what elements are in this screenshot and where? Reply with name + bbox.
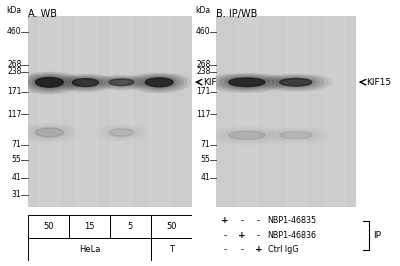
Ellipse shape: [100, 77, 143, 88]
Ellipse shape: [66, 77, 105, 89]
Text: KIF15: KIF15: [204, 78, 229, 87]
Ellipse shape: [145, 78, 173, 87]
Text: 31: 31: [12, 190, 22, 199]
Ellipse shape: [220, 76, 274, 89]
Ellipse shape: [135, 75, 184, 90]
Text: -: -: [257, 231, 260, 240]
Text: 55: 55: [12, 155, 22, 164]
Ellipse shape: [280, 78, 312, 86]
Text: Ctrl IgG: Ctrl IgG: [268, 245, 298, 254]
Ellipse shape: [35, 77, 63, 87]
Text: HeLa: HeLa: [79, 245, 100, 254]
Ellipse shape: [206, 73, 288, 93]
Text: 460: 460: [196, 27, 210, 36]
Text: 268: 268: [196, 60, 210, 69]
Text: kDa: kDa: [6, 6, 22, 15]
Text: 460: 460: [7, 27, 22, 36]
Ellipse shape: [35, 77, 63, 87]
Ellipse shape: [268, 76, 324, 89]
Bar: [148, 16, 171, 207]
Bar: [74, 16, 97, 207]
Ellipse shape: [56, 74, 115, 92]
Text: NBP1-46835: NBP1-46835: [268, 216, 317, 225]
Ellipse shape: [128, 73, 190, 93]
Ellipse shape: [103, 77, 140, 87]
Bar: [151, 238, 192, 261]
Text: B. IP/WB: B. IP/WB: [216, 9, 257, 19]
Ellipse shape: [145, 78, 173, 87]
Bar: [28, 215, 69, 238]
Ellipse shape: [272, 77, 320, 88]
Bar: [325, 16, 345, 207]
Ellipse shape: [229, 78, 265, 86]
Ellipse shape: [72, 79, 98, 86]
Text: -: -: [240, 216, 243, 225]
Text: 55: 55: [201, 155, 210, 164]
Text: 171: 171: [7, 87, 22, 96]
Text: IP: IP: [373, 231, 381, 240]
Ellipse shape: [142, 77, 177, 88]
Bar: [151, 215, 192, 238]
Text: 50: 50: [43, 222, 54, 231]
Ellipse shape: [229, 131, 265, 139]
Bar: [110, 215, 151, 238]
Ellipse shape: [131, 74, 187, 92]
Ellipse shape: [109, 79, 134, 86]
Text: NBP1-46836: NBP1-46836: [268, 231, 316, 240]
Text: 238: 238: [7, 67, 22, 76]
Bar: [69, 215, 110, 238]
Ellipse shape: [224, 77, 270, 88]
Text: -: -: [240, 245, 243, 254]
Ellipse shape: [22, 73, 77, 93]
Ellipse shape: [280, 132, 312, 139]
Text: -: -: [224, 231, 227, 240]
Text: 50: 50: [166, 222, 177, 231]
Text: 238: 238: [196, 67, 210, 76]
Text: 171: 171: [196, 87, 210, 96]
Bar: [286, 16, 306, 207]
Ellipse shape: [215, 75, 279, 90]
Text: +: +: [221, 216, 229, 225]
Text: 41: 41: [201, 173, 210, 182]
Ellipse shape: [62, 76, 108, 90]
Ellipse shape: [109, 79, 134, 86]
Ellipse shape: [18, 72, 81, 94]
Bar: [28, 238, 151, 261]
Ellipse shape: [109, 129, 134, 136]
Ellipse shape: [138, 76, 180, 89]
Ellipse shape: [25, 74, 74, 91]
Ellipse shape: [276, 78, 316, 87]
Text: 5: 5: [128, 222, 133, 231]
Text: A. WB: A. WB: [28, 9, 57, 19]
Text: 268: 268: [7, 60, 22, 69]
Ellipse shape: [229, 78, 265, 86]
Ellipse shape: [69, 78, 102, 88]
Text: -: -: [224, 245, 227, 254]
Text: -: -: [257, 216, 260, 225]
Text: T: T: [169, 245, 174, 254]
Text: KIF15: KIF15: [366, 78, 391, 87]
Bar: [38, 16, 61, 207]
Text: 15: 15: [84, 222, 95, 231]
Bar: [237, 16, 257, 207]
Ellipse shape: [280, 78, 312, 86]
Ellipse shape: [59, 75, 112, 91]
Bar: [110, 16, 133, 207]
Ellipse shape: [106, 78, 137, 86]
Ellipse shape: [28, 75, 70, 90]
Text: +: +: [238, 231, 246, 240]
Text: 71: 71: [12, 140, 22, 149]
Ellipse shape: [210, 74, 283, 91]
Ellipse shape: [35, 128, 63, 137]
Text: kDa: kDa: [195, 6, 210, 15]
Text: +: +: [254, 245, 262, 254]
Ellipse shape: [264, 75, 328, 90]
Ellipse shape: [72, 79, 98, 86]
Text: 41: 41: [12, 173, 22, 182]
Text: 71: 71: [201, 140, 210, 149]
Text: 117: 117: [196, 110, 210, 119]
Text: 117: 117: [7, 110, 22, 119]
Ellipse shape: [32, 76, 67, 89]
